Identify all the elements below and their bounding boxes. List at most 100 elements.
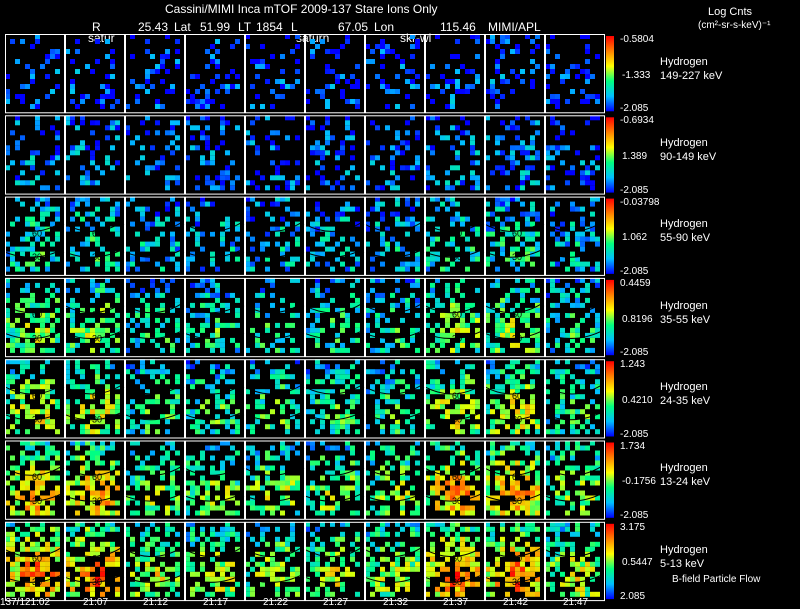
cell-frame: [485, 196, 545, 276]
colorbar-min-label: -2.085: [620, 184, 649, 196]
image-cell: 60 30: [484, 277, 546, 358]
image-cell: 60 30: [424, 359, 486, 439]
species-label: Hydrogen: [660, 137, 708, 150]
contour-line: [364, 219, 426, 232]
cell-frame: [245, 115, 305, 195]
contour-label: 60: [92, 228, 102, 238]
contour-line: [544, 410, 606, 421]
cell-frame: [5, 34, 65, 114]
contour-line: [484, 410, 546, 421]
image-cell: [304, 196, 366, 276]
lon-value: 115.46: [440, 20, 476, 34]
contour-label: 60: [32, 472, 42, 482]
image-cell: 60 30: [484, 196, 546, 276]
image-cell: [65, 115, 125, 195]
image-cell: [425, 115, 485, 195]
contour-label: 60: [32, 553, 42, 563]
contour-line: [4, 572, 66, 583]
energy-label: 5-13 keV: [660, 557, 705, 570]
contour-line: [124, 382, 186, 395]
image-cell: [544, 196, 606, 276]
cell-frame: [65, 359, 125, 439]
contour-label: 60: [92, 553, 102, 563]
cell-frame: [5, 277, 65, 358]
cell-frame: [65, 115, 125, 195]
units-label: (cm²-sr-s-keV)⁻¹: [698, 20, 771, 31]
contour-label: 30: [32, 333, 42, 343]
image-cell: [364, 196, 426, 276]
colorbar-max-label: 3.175: [620, 521, 646, 533]
cell-frame: [545, 277, 605, 358]
colorbar-max-label: -0.6934: [620, 115, 654, 127]
image-cell: 60 30: [4, 277, 66, 358]
contour-line: [484, 301, 546, 314]
species-label: Hydrogen: [660, 543, 708, 556]
colorbar-min-label: -2.085: [620, 265, 649, 277]
image-cell: 60 30: [64, 196, 126, 276]
contour-line: [424, 410, 486, 421]
image-cell: [364, 440, 426, 520]
time-tick-label: 21:22: [263, 597, 289, 608]
image-cell: [544, 277, 606, 358]
species-label: Hydrogen: [660, 55, 708, 68]
image-cell: 60 30: [424, 521, 486, 602]
image-cell: 60 30: [424, 277, 486, 358]
energy-label: 35-55 keV: [660, 313, 711, 326]
image-cell: [544, 440, 606, 520]
image-cell: [244, 196, 306, 276]
contour-line: [544, 382, 606, 395]
cell-frame: [485, 440, 545, 520]
contour-line: [544, 301, 606, 314]
image-cell: [245, 115, 305, 195]
contour-line: [304, 572, 366, 583]
cell-frame: [365, 115, 425, 195]
cell-frame: [305, 521, 365, 602]
contour-line: [64, 491, 126, 502]
cell-frame: [65, 277, 125, 358]
contour-line: [184, 491, 246, 502]
cell-frame: [485, 521, 545, 602]
species-label: Hydrogen: [660, 380, 708, 393]
cell-frame: [305, 359, 365, 439]
contour-line: [244, 219, 306, 232]
r-value: 25.43: [138, 20, 169, 34]
cell-frame: [245, 359, 305, 439]
contour-line: [364, 382, 426, 395]
l-label: L: [291, 20, 298, 34]
footer-note: B-field Particle Flow: [672, 574, 761, 585]
colorbar: [606, 361, 614, 437]
contour-line: [4, 301, 66, 314]
contour-line: [184, 301, 246, 314]
contour-line: [364, 410, 426, 421]
contour-label: 30: [92, 496, 102, 506]
contour-label: 30: [452, 252, 462, 262]
cell-frame: [365, 440, 425, 520]
contour-line: [484, 247, 546, 258]
colorbar-mid-label: 1.062: [622, 232, 648, 244]
contour-line: [184, 463, 246, 476]
contour-label: 60: [452, 472, 462, 482]
colorbar: [606, 442, 614, 518]
contour-label: 60: [92, 391, 102, 401]
contour-line: [364, 301, 426, 314]
contour-line: [124, 329, 186, 340]
contour-line: [304, 545, 366, 558]
contour-line: [304, 329, 366, 340]
l-value: 67.05: [338, 20, 369, 34]
cell-frame: [185, 196, 245, 276]
contour-label: 30: [32, 252, 42, 262]
contour-line: [64, 382, 126, 395]
contour-line: [364, 247, 426, 258]
cell-frame: [125, 115, 185, 195]
time-tick-label: 21:47: [563, 597, 589, 608]
image-cell: [124, 359, 186, 439]
cell-frame: [305, 440, 365, 520]
contour-line: [4, 219, 66, 232]
cell-frame: [485, 115, 545, 195]
lat-value: 51.99: [200, 20, 231, 34]
contour-label: 30: [452, 496, 462, 506]
contour-label: 30: [92, 252, 102, 262]
cell-frame: [365, 277, 425, 358]
contour-line: [64, 463, 126, 476]
cell-frame: [125, 440, 185, 520]
